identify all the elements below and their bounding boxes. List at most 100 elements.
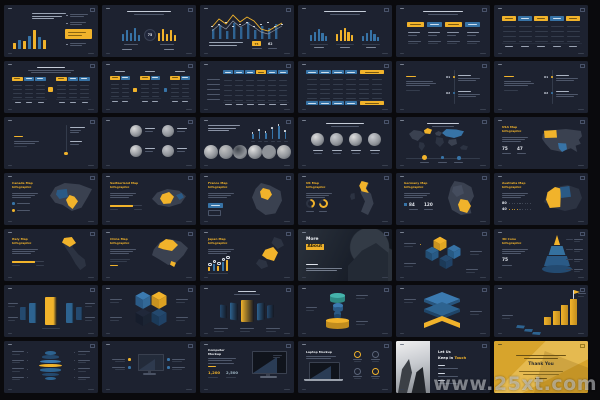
slide-thumbnail-7-double-table[interactable] — [4, 61, 98, 113]
slide-thumbnail-19-map[interactable]: Canada Map Infographic — [4, 173, 98, 225]
text-line — [88, 389, 94, 390]
slide-thumbnail-10-table-rows[interactable] — [298, 61, 392, 113]
table-header[interactable] — [120, 75, 130, 80]
table-header[interactable] — [502, 16, 516, 21]
text-line — [284, 333, 290, 334]
slide-thumbnail-37-sphere[interactable] — [4, 341, 98, 393]
table-header[interactable] — [170, 75, 180, 80]
table-header[interactable] — [12, 76, 23, 81]
table-header[interactable] — [306, 70, 318, 75]
slide-thumbnail-33-slabs-h[interactable] — [200, 285, 294, 337]
slide-thumbnail-42-thankyou[interactable]: Thank You — [494, 341, 588, 393]
slide-thumbnail-6-table-alt[interactable] — [494, 5, 588, 57]
tab[interactable] — [223, 70, 233, 75]
table-header[interactable] — [518, 16, 532, 21]
slide-thumbnail-2-bars-circle[interactable]: 75 — [102, 5, 196, 57]
slide-thumbnail-8-triple-table[interactable] — [102, 61, 196, 113]
slide-thumbnail-17-world-map[interactable] — [396, 117, 490, 169]
table-header[interactable] — [319, 70, 331, 75]
slide-thumbnail-16-team-row[interactable] — [298, 117, 392, 169]
slide-thumbnail-41-contact[interactable]: Let Us Keep in Touch — [396, 341, 490, 393]
slide-thumbnail-18-map[interactable]: USA Map Infographic 75 47 — [494, 117, 588, 169]
slide-thumbnail-34-pedestal[interactable] — [298, 285, 392, 337]
slide-thumbnail-22-map[interactable]: UK Map Infographic — [298, 173, 392, 225]
slide-thumbnail-27-map[interactable]: Japan Map Infographic — [200, 229, 294, 281]
slide-thumbnail-38-monitor-bullets[interactable] — [102, 341, 196, 393]
button[interactable] — [445, 22, 462, 27]
table-header[interactable] — [110, 75, 120, 80]
text-line — [346, 83, 356, 85]
tab[interactable] — [245, 70, 255, 75]
slide-thumbnail-35-layers[interactable] — [396, 285, 490, 337]
slide-thumbnail-32-cube-quad[interactable] — [102, 285, 196, 337]
text-line — [504, 85, 528, 87]
text-line — [70, 132, 79, 134]
text-line — [80, 84, 89, 86]
table-footer[interactable] — [306, 101, 318, 106]
slide-thumbnail-29-cubes-cluster[interactable] — [396, 229, 490, 281]
slide-thumbnail-23-map[interactable]: Germany Map Infographic 84 120 — [396, 173, 490, 225]
tab[interactable] — [267, 70, 277, 75]
slide-thumbnail-14-team-grid[interactable] — [102, 117, 196, 169]
table-footer[interactable] — [345, 101, 357, 106]
table-footer[interactable] — [319, 101, 331, 106]
text-line — [115, 369, 125, 371]
tab[interactable] — [278, 70, 288, 75]
slide-thumbnail-15-chart-people[interactable] — [200, 117, 294, 169]
text-line — [12, 370, 20, 372]
slide-thumbnail-20-map[interactable]: Switzerland Map Infographic — [102, 173, 196, 225]
chart-bar — [162, 29, 165, 41]
text-line — [24, 97, 33, 99]
table-footer[interactable] — [360, 101, 384, 106]
button[interactable] — [427, 22, 442, 27]
button[interactable] — [208, 203, 223, 208]
slide-thumbnail-25-map[interactable]: Italy Map Infographic — [4, 229, 98, 281]
slide-thumbnail-39-monitor-stats[interactable]: Computer Mockup 1,200 2,500 — [200, 341, 294, 393]
slide-thumbnail-12-timeline[interactable]: 01 02 — [494, 61, 588, 113]
table-header[interactable] — [566, 16, 580, 21]
slide-thumbnail-3-line-chart[interactable]: 75 62 — [200, 5, 294, 57]
outline-button[interactable] — [208, 210, 221, 216]
table-header[interactable] — [150, 75, 160, 80]
slide-thumbnail-13-process-dot[interactable] — [4, 117, 98, 169]
slide-thumbnail-9-tabs-table[interactable] — [200, 61, 294, 113]
table-header[interactable] — [67, 76, 78, 81]
dot — [511, 208, 513, 210]
text-line — [8, 8, 12, 10]
table-header[interactable] — [360, 70, 384, 75]
table-header[interactable] — [332, 70, 344, 75]
tab[interactable] — [256, 70, 266, 75]
slide-thumbnail-5-buttons-row[interactable] — [396, 5, 490, 57]
table-header[interactable] — [550, 16, 564, 21]
slide-thumbnail-4-bar-triple[interactable] — [298, 5, 392, 57]
tab[interactable] — [234, 70, 244, 75]
slide-thumbnail-36-stairs[interactable] — [494, 285, 588, 337]
table-footer[interactable] — [332, 101, 344, 106]
table-header[interactable] — [180, 75, 190, 80]
table-header[interactable] — [23, 76, 34, 81]
slide-thumbnail-24-map[interactable]: Australia Map Infographic 80 40 — [494, 173, 588, 225]
table-header[interactable] — [56, 76, 67, 81]
text-line — [224, 99, 232, 101]
slide-thumbnail-1-bars-panel[interactable] — [4, 5, 98, 57]
slide-thumbnail-30-cone[interactable]: 3D Cone Infographic 75 — [494, 229, 588, 281]
table-header[interactable] — [35, 76, 46, 81]
text-line — [306, 210, 314, 212]
text-line — [307, 79, 317, 81]
button[interactable] — [407, 22, 424, 27]
slide-thumbnail-21-map[interactable]: France Map Infographic — [200, 173, 294, 225]
photo-avatar — [330, 133, 343, 146]
text-line — [12, 351, 24, 352]
table-header[interactable] — [140, 75, 150, 80]
table-header[interactable] — [345, 70, 357, 75]
slide-thumbnail-28-photo-text[interactable]: More About — [298, 229, 392, 281]
text-line — [535, 25, 548, 27]
slide-thumbnail-26-map[interactable]: China Map Infographic — [102, 229, 196, 281]
slide-thumbnail-31-slabs-v[interactable] — [4, 285, 98, 337]
slide-thumbnail-11-timeline[interactable]: 01 02 — [396, 61, 490, 113]
text-line — [32, 13, 66, 14]
slide-thumbnail-40-laptop-icons[interactable]: Laptop Mockup — [298, 341, 392, 393]
table-header[interactable] — [534, 16, 548, 21]
button[interactable] — [465, 22, 480, 27]
table-header[interactable] — [79, 76, 90, 81]
